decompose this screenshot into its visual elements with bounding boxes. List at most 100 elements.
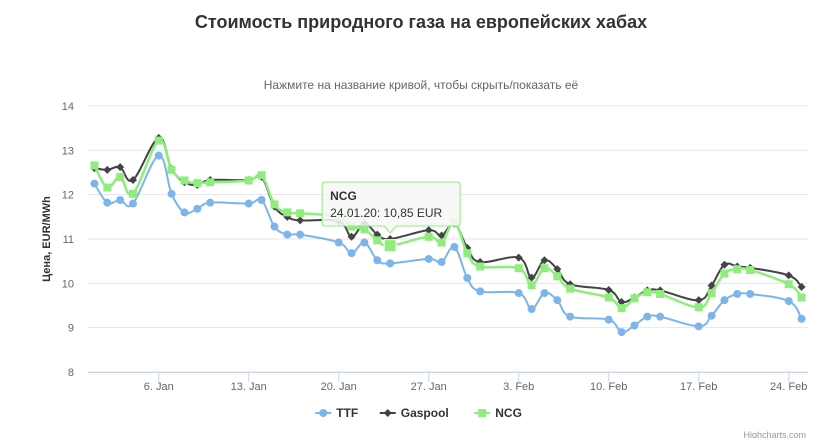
- data-point-ncg[interactable]: [694, 303, 703, 312]
- data-point-gaspool[interactable]: [527, 273, 536, 282]
- data-point-ncg[interactable]: [643, 288, 652, 297]
- data-point-ttf[interactable]: [360, 238, 369, 247]
- legend-label[interactable]: NCG: [495, 406, 522, 420]
- data-point-ncg[interactable]: [540, 264, 549, 273]
- data-point-ttf[interactable]: [90, 179, 99, 188]
- data-point-ttf[interactable]: [617, 328, 626, 337]
- data-point-ncg[interactable]: [129, 189, 137, 198]
- data-point-gaspool[interactable]: [514, 253, 523, 262]
- data-point-ttf[interactable]: [103, 198, 112, 207]
- data-point-gaspool[interactable]: [103, 165, 112, 174]
- data-point-ttf[interactable]: [154, 151, 163, 160]
- data-point-ttf[interactable]: [129, 199, 137, 208]
- data-point-ncg[interactable]: [630, 294, 639, 303]
- data-point-gaspool[interactable]: [707, 281, 716, 290]
- data-point-ncg[interactable]: [296, 209, 305, 218]
- data-point-ncg[interactable]: [116, 172, 125, 181]
- legend-item-gaspool[interactable]: Gaspool: [379, 406, 449, 420]
- data-point-ttf[interactable]: [296, 230, 305, 239]
- data-point-ttf[interactable]: [733, 289, 742, 298]
- data-point-gaspool[interactable]: [797, 282, 806, 291]
- data-point-ttf[interactable]: [553, 296, 562, 305]
- data-point-ncg[interactable]: [656, 289, 665, 298]
- data-point-ttf[interactable]: [334, 238, 343, 247]
- legend-item-ttf[interactable]: TTF: [315, 406, 358, 420]
- data-point-ttf[interactable]: [630, 321, 639, 330]
- data-point-ttf[interactable]: [656, 312, 665, 321]
- data-point-gaspool[interactable]: [720, 260, 729, 269]
- data-point-gaspool[interactable]: [694, 296, 703, 305]
- data-point-ttf[interactable]: [694, 322, 703, 331]
- data-point-ttf[interactable]: [540, 289, 549, 298]
- data-point-ttf[interactable]: [797, 314, 806, 323]
- data-point-ttf[interactable]: [707, 311, 716, 320]
- data-point-ncg[interactable]: [154, 136, 163, 145]
- data-point-ncg[interactable]: [476, 262, 485, 271]
- data-point-ttf[interactable]: [437, 258, 446, 267]
- data-point-ncg[interactable]: [270, 200, 279, 209]
- data-point-gaspool[interactable]: [540, 256, 549, 265]
- data-point-ncg[interactable]: [514, 264, 523, 273]
- data-point-ttf[interactable]: [386, 259, 395, 268]
- data-point-ttf[interactable]: [257, 195, 266, 204]
- data-point-ncg[interactable]: [617, 304, 626, 313]
- data-point-ncg[interactable]: [283, 208, 292, 217]
- data-point-ncg[interactable]: [180, 176, 189, 185]
- data-point-ttf[interactable]: [193, 204, 202, 213]
- data-point-ttf[interactable]: [206, 198, 215, 207]
- data-point-ncg[interactable]: [257, 171, 266, 180]
- data-point-gaspool[interactable]: [296, 216, 305, 225]
- data-point-ncg[interactable]: [206, 178, 215, 187]
- data-point-gaspool[interactable]: [617, 297, 626, 306]
- data-point-ttf[interactable]: [270, 222, 279, 231]
- data-point-gaspool[interactable]: [347, 232, 356, 241]
- data-point-ncg[interactable]: [707, 289, 716, 298]
- data-point-ncg[interactable]: [553, 272, 562, 281]
- data-point-ncg[interactable]: [797, 293, 806, 302]
- data-point-ttf[interactable]: [116, 195, 125, 204]
- data-point-ncg[interactable]: [566, 284, 575, 293]
- data-point-ttf[interactable]: [566, 312, 575, 321]
- data-point-ncg[interactable]: [733, 265, 742, 274]
- data-point-ttf[interactable]: [424, 254, 433, 263]
- credits-link[interactable]: Highcharts.com: [743, 430, 806, 440]
- legend-item-ncg[interactable]: NCG: [474, 406, 522, 420]
- data-point-ttf[interactable]: [244, 199, 253, 208]
- data-point-gaspool[interactable]: [437, 231, 446, 240]
- data-point-ncg[interactable]: [604, 293, 613, 302]
- data-point-ttf[interactable]: [283, 230, 292, 239]
- data-point-ttf[interactable]: [514, 289, 523, 298]
- data-point-ttf[interactable]: [180, 208, 189, 217]
- data-point-ncg[interactable]: [424, 232, 433, 241]
- data-point-ncg[interactable]: [167, 165, 176, 174]
- data-point-ttf[interactable]: [746, 289, 755, 298]
- data-point-ttf[interactable]: [347, 249, 356, 258]
- data-point-gaspool[interactable]: [604, 285, 613, 294]
- data-point-ncg[interactable]: [347, 222, 356, 231]
- data-point-ttf[interactable]: [784, 297, 793, 306]
- data-point-gaspool[interactable]: [784, 271, 793, 280]
- data-point-ttf[interactable]: [167, 189, 176, 198]
- data-point-ttf[interactable]: [450, 242, 459, 251]
- data-point-ttf[interactable]: [604, 315, 613, 324]
- data-point-ncg[interactable]: [720, 269, 729, 278]
- data-point-ttf[interactable]: [476, 287, 485, 296]
- data-point-ncg[interactable]: [373, 236, 382, 245]
- data-point-gaspool[interactable]: [553, 265, 562, 274]
- data-point-ttf[interactable]: [463, 274, 472, 283]
- data-point-ncg[interactable]: [746, 266, 755, 275]
- data-point-ncg[interactable]: [463, 249, 472, 258]
- data-point-ncg[interactable]: [90, 161, 99, 170]
- data-point-gaspool[interactable]: [129, 176, 137, 185]
- data-point-ttf[interactable]: [373, 256, 382, 265]
- data-point-ttf[interactable]: [527, 305, 536, 314]
- data-point-gaspool[interactable]: [116, 163, 125, 172]
- hovered-point[interactable]: [383, 239, 397, 253]
- data-point-ncg[interactable]: [193, 179, 202, 188]
- legend-label[interactable]: Gaspool: [401, 406, 449, 420]
- legend-label[interactable]: TTF: [336, 406, 358, 420]
- data-point-ncg[interactable]: [437, 238, 446, 247]
- data-point-ncg[interactable]: [103, 183, 112, 192]
- data-point-ncg[interactable]: [244, 176, 253, 185]
- data-point-ncg[interactable]: [527, 281, 536, 290]
